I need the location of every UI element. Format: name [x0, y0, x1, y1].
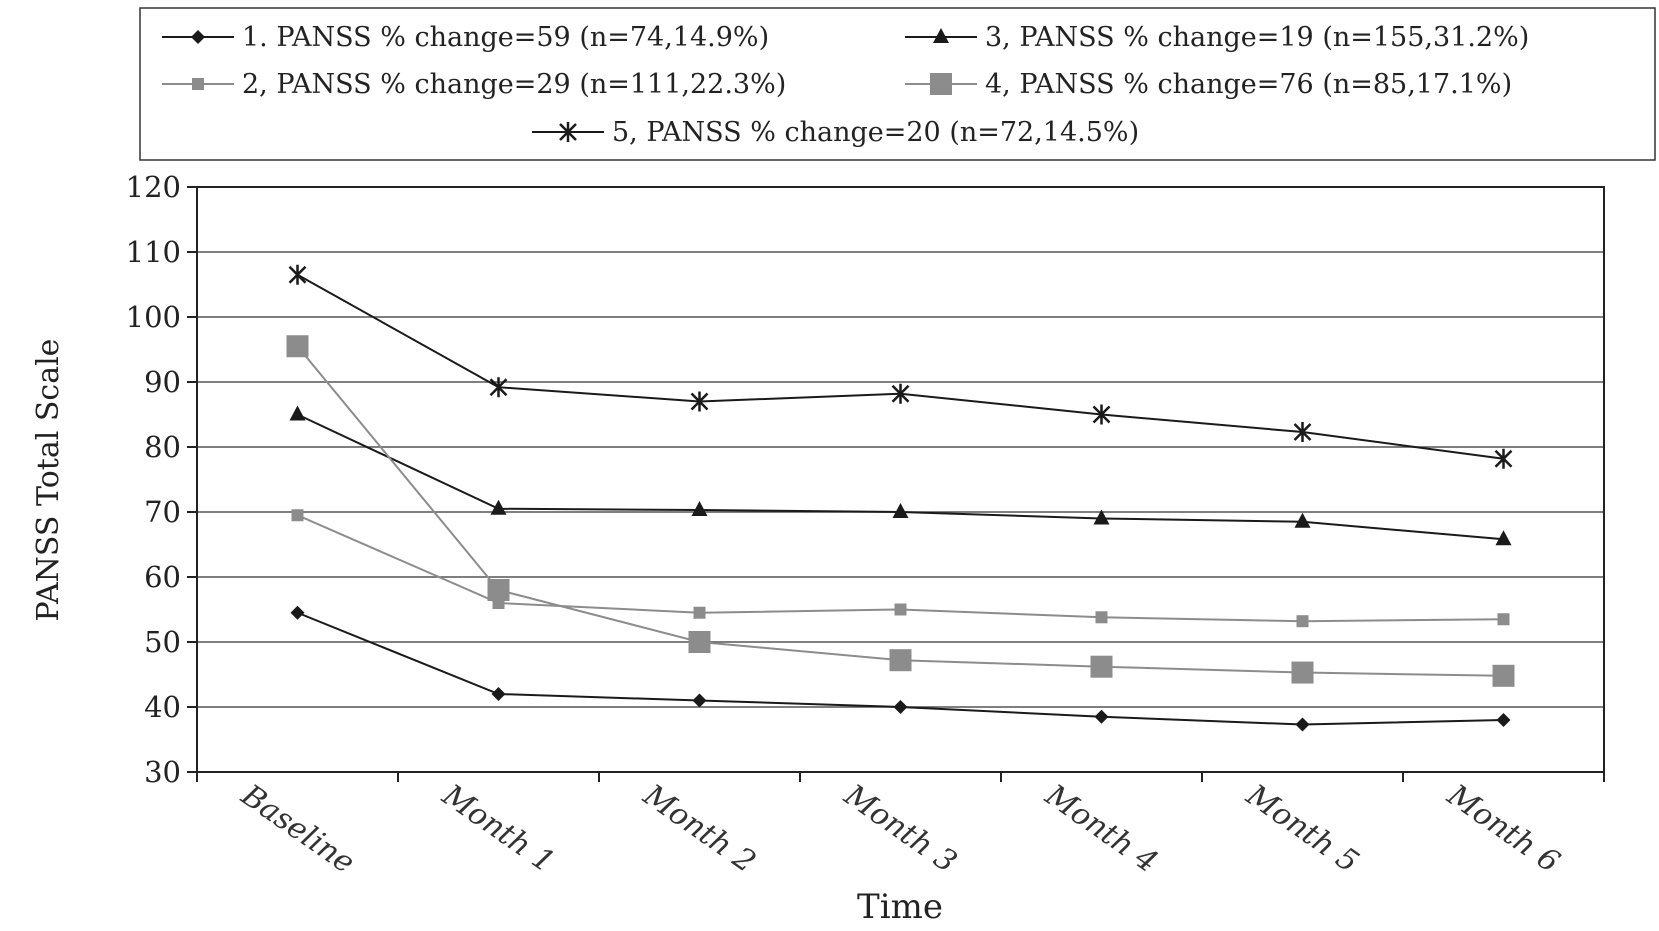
legend-item: 2, PANSS % change=29 (n=111,22.3%) [162, 69, 786, 100]
series-3 [289, 405, 1512, 546]
data-point [1293, 422, 1312, 443]
data-point [893, 700, 908, 714]
series-1 [290, 605, 1511, 732]
y-tick-label: 80 [144, 430, 181, 464]
data-point [491, 687, 506, 701]
legend-item: 4, PANSS % change=76 (n=85,17.1%) [905, 69, 1512, 100]
x-tick-label: Month 2 [636, 777, 762, 880]
legend-marker [559, 122, 577, 142]
legend-label: 4, PANSS % change=76 (n=85,17.1%) [985, 69, 1512, 100]
data-point [1492, 664, 1515, 687]
legend: 1. PANSS % change=59 (n=74,14.9%) 3, PANS… [162, 22, 1529, 148]
data-point [891, 383, 910, 404]
y-tick-label: 120 [126, 170, 181, 204]
y-tick-label: 30 [144, 755, 181, 789]
legend-label: 3, PANSS % change=19 (n=155,31.2%) [985, 22, 1529, 53]
legend-marker [191, 30, 205, 44]
data-point [1497, 613, 1510, 626]
legend-label: 1. PANSS % change=59 (n=74,14.9%) [242, 22, 769, 53]
x-axis-label: Time [857, 887, 943, 927]
legend-marker [930, 73, 952, 95]
data-point [1092, 404, 1111, 425]
series-5 [288, 264, 1513, 469]
data-point [889, 649, 912, 672]
series-line [297, 273, 1504, 460]
data-point [487, 579, 510, 601]
data-point [1095, 611, 1108, 624]
data-point [1094, 709, 1109, 724]
data-point [688, 631, 711, 653]
data-point [894, 603, 907, 616]
legend-marker [933, 28, 949, 43]
data-point [1495, 530, 1512, 546]
legend-marker [192, 78, 204, 90]
data-point [1090, 655, 1113, 678]
legend-box [139, 7, 1656, 161]
data-point [1295, 717, 1310, 732]
x-tick-label: Baseline [234, 777, 361, 880]
x-tick-label: Month 4 [1038, 777, 1164, 880]
data-point [489, 377, 508, 398]
y-tick-label: 60 [144, 560, 181, 594]
series-2 [291, 509, 1510, 628]
data-point [691, 501, 708, 517]
data-point [291, 509, 304, 522]
legend-label: 5, PANSS % change=20 (n=72,14.5%) [612, 117, 1139, 148]
y-axis: 30 40 50 60 70 80 90 100 110 120 [126, 170, 197, 789]
series-layer [286, 264, 1515, 732]
data-point [892, 503, 909, 518]
data-point [692, 693, 707, 708]
data-point [1093, 509, 1110, 525]
x-tick-label: Month 5 [1239, 777, 1365, 880]
gridlines [197, 251, 1604, 708]
y-tick-label: 70 [144, 495, 181, 529]
data-point [289, 405, 306, 421]
plot-area-frame [196, 186, 1605, 773]
series-line [297, 413, 1504, 541]
data-point [690, 391, 709, 412]
y-tick-label: 40 [144, 690, 181, 724]
y-tick-label: 90 [144, 365, 181, 399]
y-axis-label: PANSS Total Scale [31, 339, 66, 622]
legend-item: 1. PANSS % change=59 (n=74,14.9%) [162, 22, 769, 53]
data-point [490, 499, 507, 515]
y-tick-label: 50 [144, 625, 181, 659]
x-axis: Baseline Month 1 Month 2 Month 3 Month 4 Mont… [196, 772, 1605, 881]
data-point [288, 264, 307, 285]
data-point [693, 606, 706, 619]
series-4 [286, 335, 1515, 687]
data-point [1496, 713, 1511, 727]
data-point [1291, 661, 1314, 684]
legend-item: 3, PANSS % change=19 (n=155,31.2%) [905, 22, 1529, 53]
y-tick-label: 100 [126, 300, 181, 334]
x-tick-label: Month 3 [837, 777, 963, 880]
x-tick-label: Month 1 [435, 777, 561, 880]
data-point [290, 605, 305, 620]
x-tick-label: Month 6 [1440, 777, 1566, 880]
legend-item: 5, PANSS % change=20 (n=72,14.5%) [532, 117, 1139, 148]
data-point [1294, 512, 1311, 528]
data-point [1296, 615, 1309, 628]
legend-label: 2, PANSS % change=29 (n=111,22.3%) [242, 69, 786, 100]
data-point [1494, 448, 1513, 469]
y-tick-label: 110 [126, 235, 181, 269]
data-point [286, 335, 309, 358]
